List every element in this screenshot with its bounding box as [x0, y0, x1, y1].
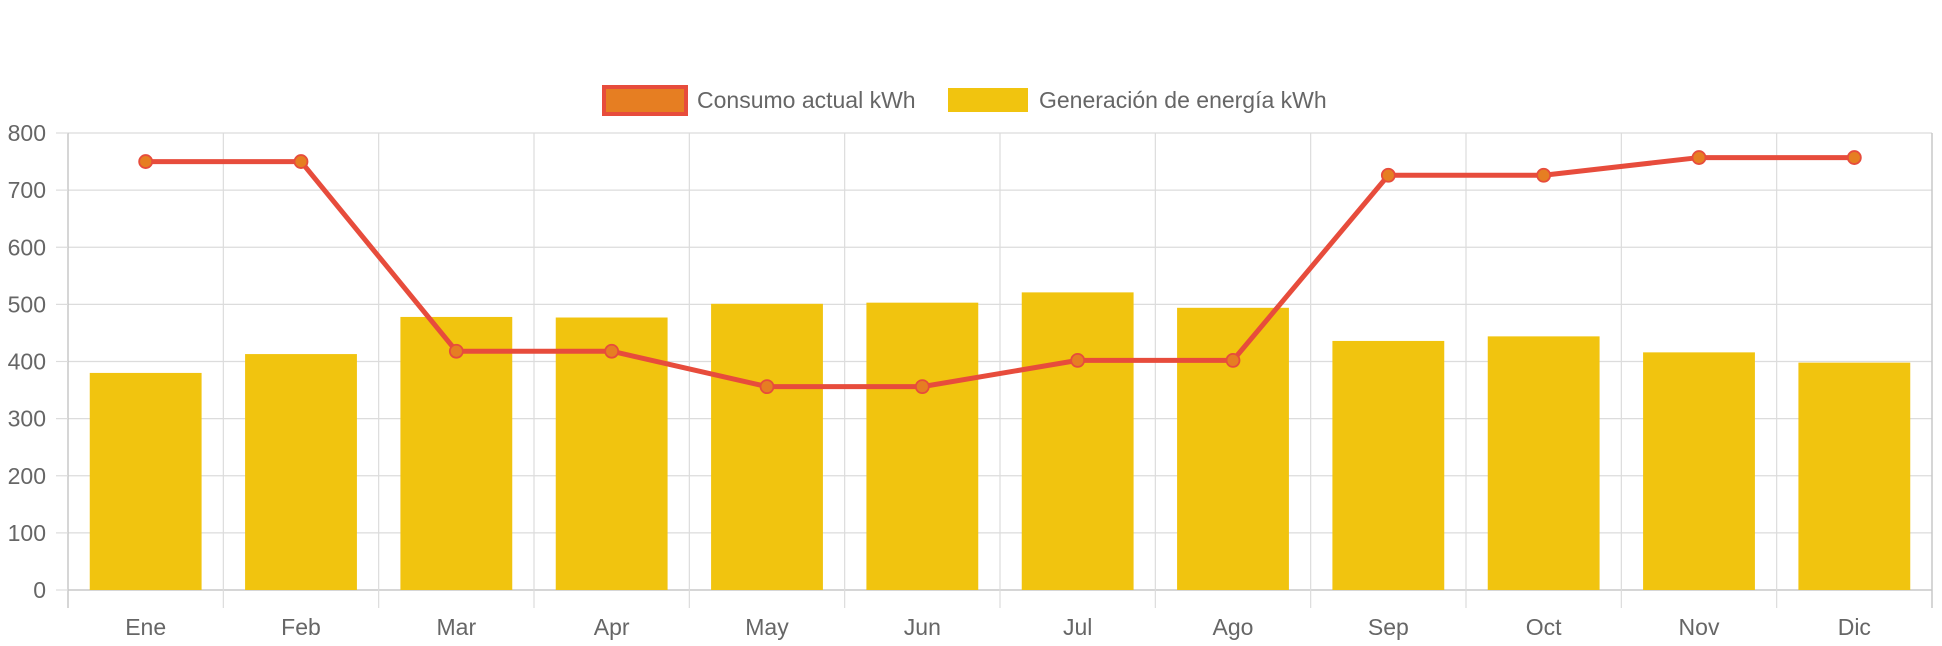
bar-sep[interactable]	[1332, 340, 1445, 590]
x-tick-label-oct: Oct	[1526, 614, 1562, 640]
y-tick-label: 100	[8, 520, 46, 546]
bar-jul[interactable]	[1021, 292, 1134, 590]
consumo-line	[145, 155, 1855, 390]
x-tick-label-dic: Dic	[1838, 614, 1871, 640]
line-point-apr[interactable]	[604, 343, 620, 359]
legend[interactable]: Consumo actual kWh Generación de energía…	[602, 85, 1327, 116]
bar-ene[interactable]	[89, 372, 202, 590]
y-tick-label: 400	[8, 349, 46, 375]
x-tick-label-apr: Apr	[594, 614, 630, 640]
bar-mar[interactable]	[400, 316, 513, 590]
x-tick-label-ene: Ene	[125, 614, 166, 640]
y-tick-label: 500	[8, 291, 46, 317]
legend-swatch-consumo	[602, 85, 688, 116]
line-point-ene[interactable]	[138, 154, 154, 169]
line-point-mar[interactable]	[448, 343, 464, 359]
legend-swatch-generacion	[948, 88, 1028, 112]
x-tick-label-nov: Nov	[1679, 614, 1720, 640]
line-series	[138, 150, 1862, 395]
line-point-sep[interactable]	[1380, 167, 1396, 183]
line-point-nov[interactable]	[1691, 150, 1707, 165]
bar-jun[interactable]	[866, 302, 979, 590]
bar-nov[interactable]	[1643, 352, 1755, 590]
y-tick-label: 800	[8, 120, 46, 146]
bar-ago[interactable]	[1177, 307, 1289, 590]
y-tick-label: 600	[8, 234, 46, 260]
x-tick-label-ago: Ago	[1213, 614, 1254, 640]
line-point-jun[interactable]	[914, 379, 930, 395]
legend-label-generacion: Generación de energía kWh	[1039, 87, 1327, 113]
y-tick-label: 300	[8, 406, 46, 432]
bar-apr[interactable]	[555, 317, 668, 590]
bar-may[interactable]	[711, 303, 823, 590]
line-point-may[interactable]	[759, 379, 775, 395]
line-point-ago[interactable]	[1225, 352, 1241, 368]
legend-label-consumo: Consumo actual kWh	[697, 87, 916, 113]
axes: 0 100 200 300 400 500 600 700 800 Ene Feb Mar Apr May…	[8, 120, 1871, 640]
x-tick-label-feb: Feb	[281, 614, 321, 640]
line-point-oct[interactable]	[1536, 167, 1552, 183]
y-tick-label: 0	[33, 577, 46, 603]
legend-item-generacion[interactable]: Generación de energía kWh	[948, 87, 1327, 113]
y-tick-label: 200	[8, 463, 46, 489]
y-tick-label: 700	[8, 177, 46, 203]
x-tick-label-mar: Mar	[437, 614, 477, 640]
legend-item-consumo[interactable]: Consumo actual kWh	[602, 85, 916, 116]
line-point-dic[interactable]	[1846, 150, 1862, 165]
bar-oct[interactable]	[1487, 336, 1600, 590]
bar-feb[interactable]	[245, 354, 357, 590]
x-tick-label-sep: Sep	[1368, 614, 1409, 640]
bar-dic[interactable]	[1798, 362, 1911, 590]
x-tick-label-jul: Jul	[1063, 614, 1092, 640]
bar-series	[89, 292, 1911, 590]
x-tick-label-may: May	[745, 614, 789, 640]
line-point-jul[interactable]	[1070, 352, 1086, 368]
x-tick-label-jun: Jun	[904, 614, 941, 640]
line-point-feb[interactable]	[293, 154, 309, 169]
